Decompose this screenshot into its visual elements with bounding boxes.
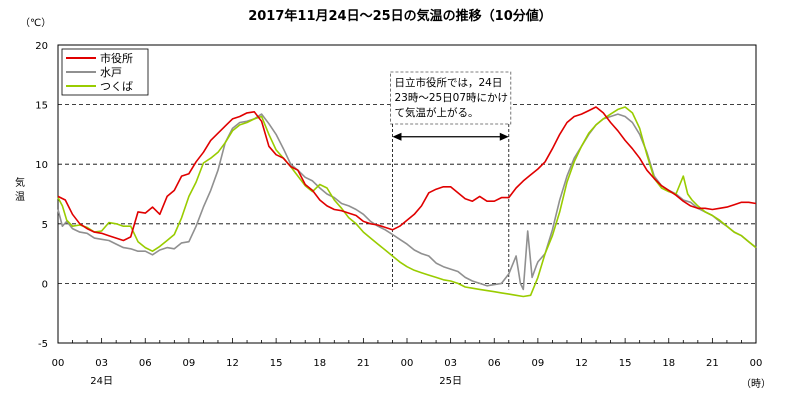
legend: 市役所 水戸 つくば xyxy=(61,48,149,96)
legend-entry: つくば xyxy=(100,80,133,93)
x-tick-label: 00 xyxy=(401,358,414,369)
series-line xyxy=(57,106,757,298)
x-tick-label: 00 xyxy=(52,358,65,369)
x-tick-label: 12 xyxy=(226,358,239,369)
x-tick-label: 09 xyxy=(183,358,196,369)
arrow-head-left xyxy=(392,132,402,141)
annotation-line: 23時～25日07時にかけ xyxy=(394,92,508,104)
x-axis-unit: （時） xyxy=(741,378,771,390)
chart-title: 2017年11月24日～25日の気温の推移（10分値） xyxy=(248,8,552,24)
day-labels: 24日 25日 xyxy=(90,376,462,387)
series-line xyxy=(57,106,757,242)
x-tick-label: 15 xyxy=(619,358,632,369)
x-tick-label: 15 xyxy=(270,358,283,369)
y-tick-label: 20 xyxy=(35,41,48,52)
annotation-line: 日立市役所では，24日 xyxy=(394,76,502,89)
day-label: 25日 xyxy=(439,376,462,387)
arrow-head-right xyxy=(499,132,509,141)
y-tick-label: 0 xyxy=(42,279,48,290)
x-tick-label: 06 xyxy=(139,358,152,369)
y-tick-label: 10 xyxy=(35,160,48,171)
y-tick-label: 5 xyxy=(42,220,48,231)
annotation-line: て気温が上がる。 xyxy=(394,106,478,119)
x-tick-label: 09 xyxy=(532,358,545,369)
x-tick-label: 18 xyxy=(662,358,675,369)
x-tick-label: 21 xyxy=(357,358,370,369)
legend-entry: 市役所 xyxy=(100,51,133,65)
y-axis-label-char: 温 xyxy=(15,191,25,203)
x-axis-ticks: 00 03 06 09 12 15 18 21 00 03 06 09 12 15 18 21 00 xyxy=(52,338,763,369)
x-tick-label: 06 xyxy=(488,358,501,369)
legend-entry: 水戸 xyxy=(100,66,122,79)
x-tick-label: 03 xyxy=(95,358,108,369)
x-tick-label: 18 xyxy=(313,358,326,369)
y-axis-label: 気温 xyxy=(15,176,25,203)
y-axis-unit: （℃） xyxy=(20,17,51,29)
x-tick-label: 12 xyxy=(575,358,588,369)
y-axis-ticks: -5 0 5 10 15 20 xyxy=(35,41,48,350)
annotation: 日立市役所では，24日 23時～25日07時にかけ て気温が上がる。 xyxy=(390,71,512,290)
x-tick-label: 21 xyxy=(706,358,719,369)
x-tick-label: 00 xyxy=(750,358,763,369)
day-label: 24日 xyxy=(90,376,113,387)
y-tick-label: -5 xyxy=(38,339,48,350)
x-tick-label: 03 xyxy=(444,358,457,369)
annotation-box xyxy=(390,71,512,125)
y-tick-label: 15 xyxy=(35,101,48,112)
gridlines xyxy=(58,104,756,284)
series-lines xyxy=(57,106,757,298)
series-line xyxy=(57,113,757,291)
y-axis-label-char: 気 xyxy=(15,176,25,189)
